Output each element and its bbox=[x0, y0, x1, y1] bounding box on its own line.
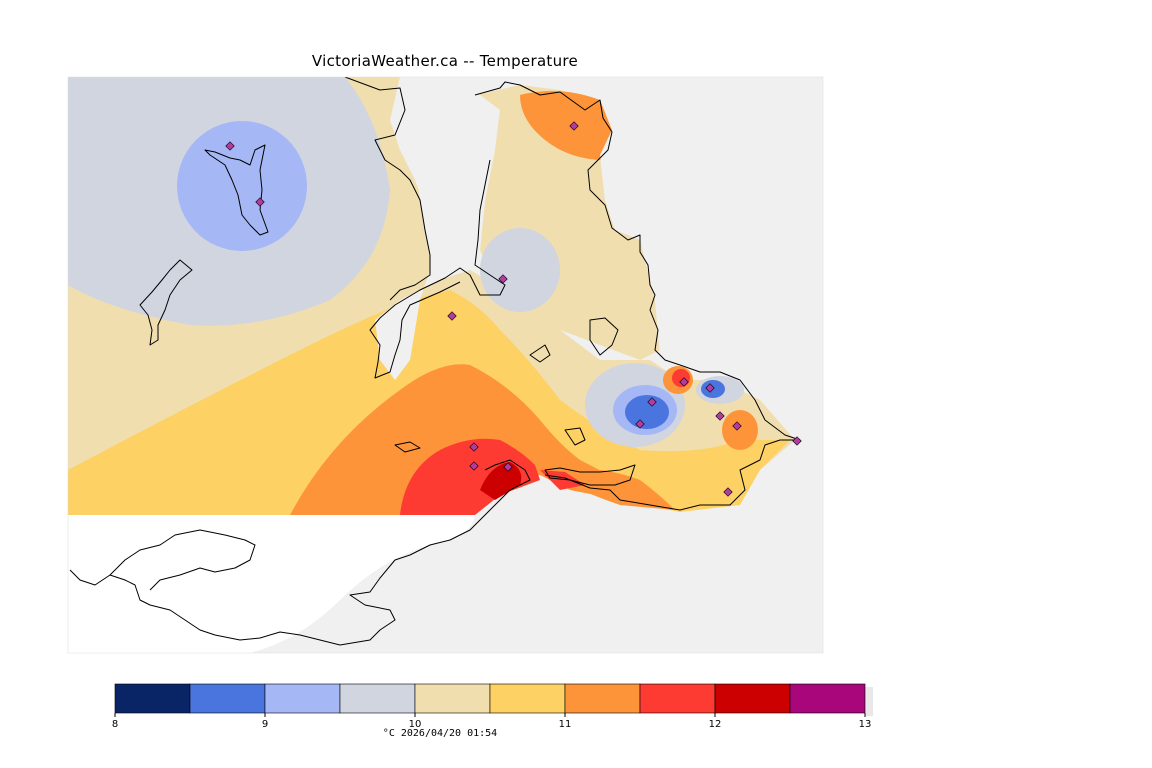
contour-band-12-12.5 bbox=[480, 462, 522, 500]
colorbar-bin bbox=[414, 683, 491, 714]
map-frame bbox=[67, 76, 824, 654]
station-marker bbox=[498, 274, 508, 284]
station-marker bbox=[225, 141, 235, 151]
station-marker bbox=[715, 411, 725, 421]
colorbar-tick-label: 9 bbox=[262, 719, 268, 730]
water-bodies bbox=[68, 515, 475, 653]
colorbar-bin bbox=[564, 683, 641, 714]
coastline-island-small bbox=[529, 344, 551, 363]
station-marker bbox=[679, 377, 689, 387]
station-marker bbox=[647, 397, 657, 407]
water-south bbox=[68, 515, 475, 653]
colorbar-bin bbox=[189, 683, 266, 714]
grey-region-inlet bbox=[375, 77, 500, 380]
station-marker bbox=[732, 421, 742, 431]
colorbar-bin bbox=[114, 683, 191, 714]
colorbar-tick-label: 12 bbox=[709, 719, 722, 730]
station-marker bbox=[569, 121, 579, 131]
coastline-island-west bbox=[139, 259, 193, 346]
colorbar-shadow bbox=[865, 687, 873, 716]
colorbar-bins bbox=[114, 683, 873, 716]
coastline-south-shore bbox=[69, 459, 531, 646]
station-marker bbox=[792, 436, 802, 446]
contour-band-9.5-10-center bbox=[480, 228, 560, 312]
contour-band-11.5-12-south bbox=[540, 470, 585, 490]
map-title: VictoriaWeather.ca -- Temperature bbox=[311, 52, 579, 70]
station-marker bbox=[255, 197, 265, 207]
colorbar-tick-label: 13 bbox=[859, 719, 872, 730]
colorbar-bin bbox=[789, 683, 866, 714]
colorbar-tick-label: 11 bbox=[559, 719, 572, 730]
colorbar-ticks: 8 9 10 11 12 13 bbox=[112, 713, 872, 730]
contour-band-11.5-12 bbox=[400, 438, 540, 515]
station-marker bbox=[447, 311, 457, 321]
station-marker bbox=[469, 461, 479, 471]
coastline-spit bbox=[544, 464, 636, 486]
coastline-north-shore bbox=[344, 77, 431, 301]
colorbar-tick-label: 8 bbox=[112, 719, 118, 730]
colorbar-bin bbox=[639, 683, 716, 714]
contour-band-11-11.5-south bbox=[560, 468, 675, 510]
coastline-island-south bbox=[394, 441, 421, 453]
colorbar-bin bbox=[489, 683, 566, 714]
units-timestamp: °C 2026/04/20 01:54 bbox=[382, 728, 498, 739]
contour-band-11-11.5-ne bbox=[520, 91, 612, 160]
colorbar-bin bbox=[264, 683, 341, 714]
unmapped-regions bbox=[375, 77, 823, 653]
coastline-spit-2 bbox=[564, 427, 586, 446]
station-markers bbox=[225, 121, 802, 497]
station-marker bbox=[503, 462, 513, 472]
coastlines bbox=[69, 77, 801, 646]
station-marker bbox=[705, 383, 715, 393]
colorbar-bin bbox=[339, 683, 416, 714]
coastline-island-north bbox=[204, 144, 269, 236]
coastline-inlet bbox=[369, 159, 506, 379]
station-marker bbox=[469, 442, 479, 452]
grey-region-right bbox=[400, 77, 823, 653]
colorbar-tick-label: 10 bbox=[409, 719, 422, 730]
contour-band-8.5-9-east bbox=[625, 395, 669, 429]
station-marker bbox=[635, 419, 645, 429]
colorbar-bin bbox=[714, 683, 791, 714]
station-marker bbox=[723, 487, 733, 497]
coastline-washington bbox=[109, 529, 256, 591]
coastline-island-center bbox=[589, 317, 619, 356]
coastline-east-peninsula bbox=[474, 81, 801, 511]
contour-band-9-9.5 bbox=[177, 121, 307, 251]
contour-band-11-11.5-se bbox=[722, 410, 758, 450]
